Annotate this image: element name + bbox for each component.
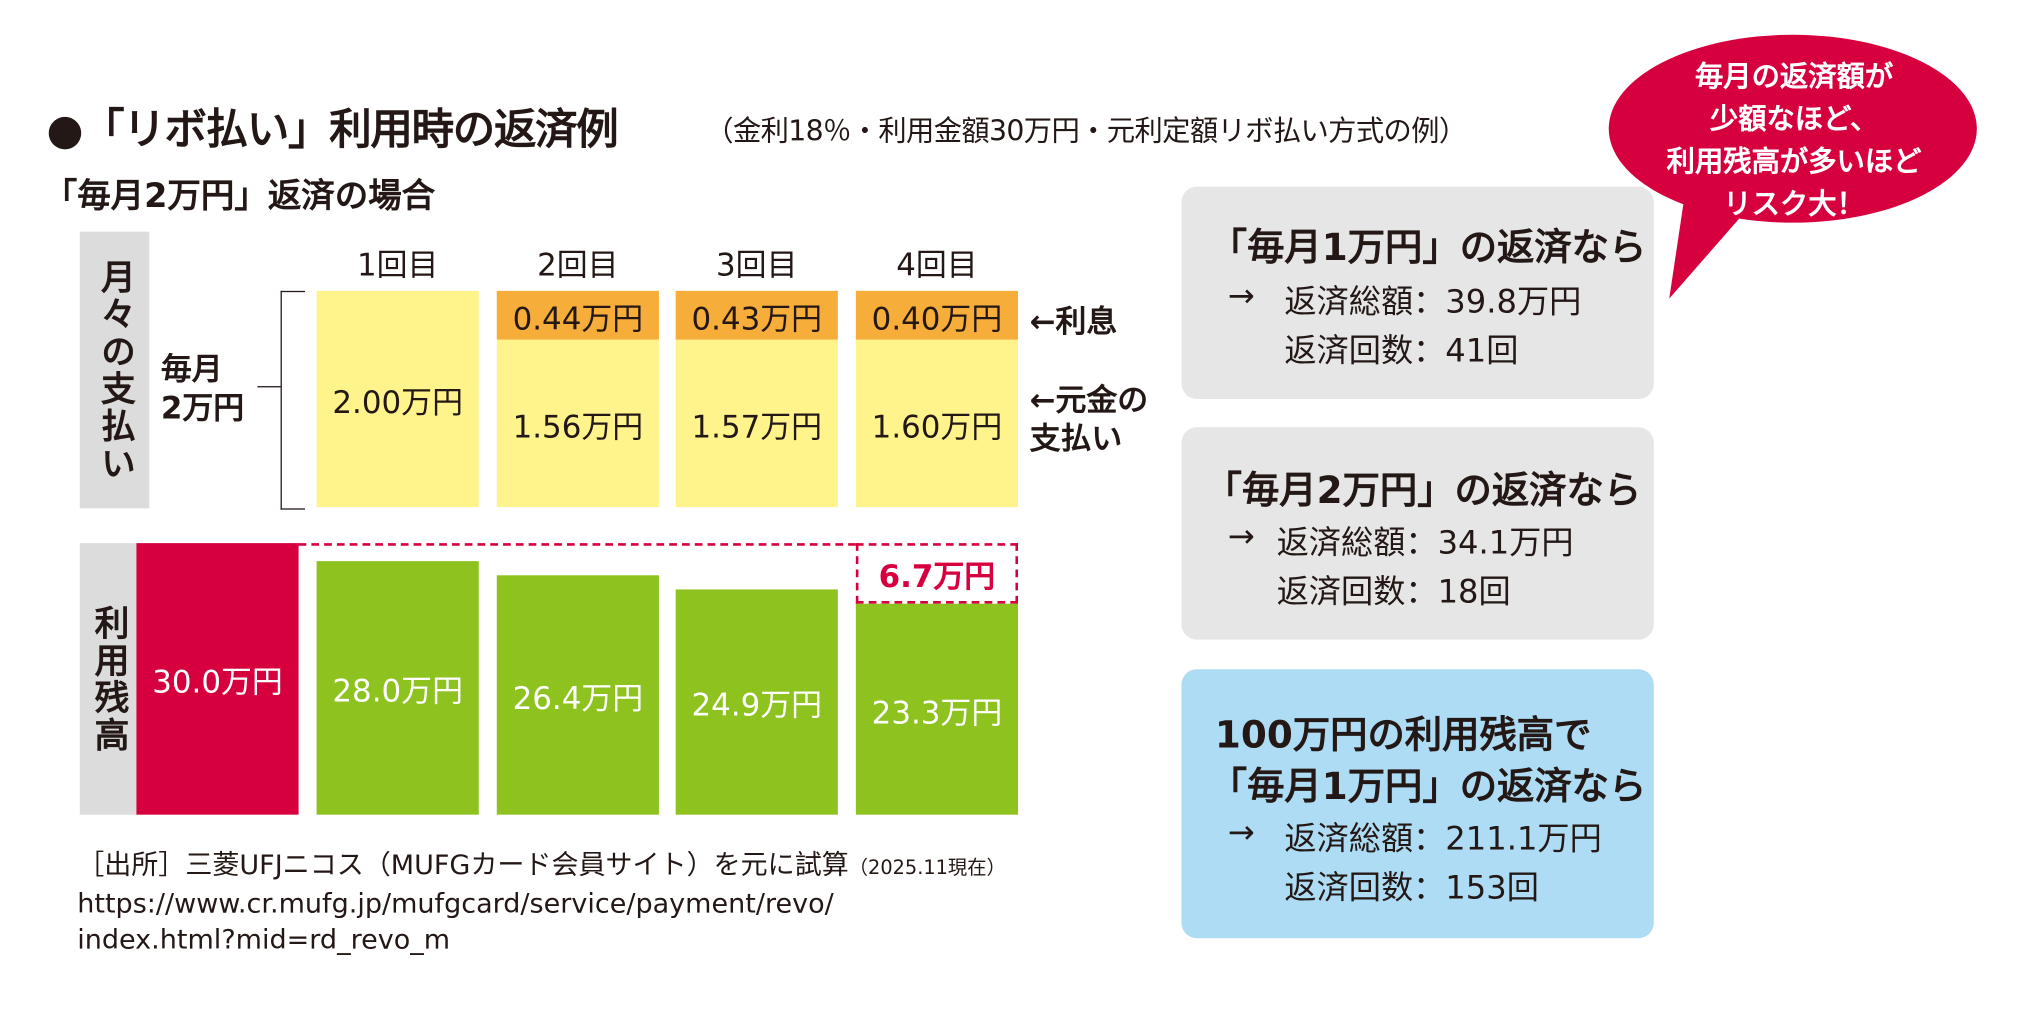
scenario-total: 返済総額：39.8万円 bbox=[1284, 283, 1582, 321]
reference-line bbox=[298, 543, 856, 546]
balance-bar: 24.9万円 bbox=[675, 589, 838, 815]
source-text: ［出所］三菱UFJニコス（MUFGカード会員サイト）を元に試算 bbox=[77, 849, 849, 881]
principal-bar: 1.57万円 bbox=[675, 339, 838, 508]
column-header: 2回目 bbox=[537, 247, 619, 284]
case-heading: 「毎月2万円」返済の場合 bbox=[43, 177, 436, 217]
payment-section-label: 月々の支払い bbox=[79, 231, 150, 509]
scenario-count: 返済回数：41回 bbox=[1284, 332, 1519, 370]
reduction-label: 6.7万円 bbox=[855, 543, 1019, 604]
monthly-payment-label: 毎月 2万円 bbox=[160, 351, 245, 426]
scenario-heading: 「毎月2万円」の返済なら bbox=[1204, 468, 1642, 513]
principal-bar: 1.60万円 bbox=[855, 339, 1019, 508]
bracket bbox=[280, 290, 306, 510]
scenario-total: 返済総額：211.1万円 bbox=[1284, 819, 1602, 858]
principal-bar: 2.00万円 bbox=[316, 290, 479, 508]
bubble-line: リスク大！ bbox=[1723, 189, 1865, 222]
interest-bar: 0.44万円 bbox=[496, 290, 659, 340]
arrow-icon: → bbox=[1227, 517, 1255, 555]
page-title: ●「リボ払い」利用時の返済例 bbox=[46, 104, 618, 155]
scenario-box-2: 「毎月2万円」の返済なら → 返済総額：34.1万円 返済回数：18回 bbox=[1181, 427, 1654, 640]
balance-bar: 23.3万円 bbox=[855, 603, 1019, 815]
arrow-icon: → bbox=[1227, 813, 1255, 851]
bubble-line: 利用残高が多いほど bbox=[1666, 146, 1922, 179]
interest-annotation: ←利息 bbox=[1029, 303, 1118, 340]
balance-bar: 26.4万円 bbox=[496, 575, 659, 815]
bubble-line: 毎月の返済額が bbox=[1694, 61, 1894, 94]
column-header: 4回目 bbox=[896, 247, 978, 284]
speech-bubble: 毎月の返済額が 少額なほど、 利用残高が多いほど リスク大！ bbox=[1611, 57, 1977, 227]
source-url-1: https://www.cr.mufg.jp/mufgcard/service/… bbox=[77, 888, 834, 919]
scenario-box-3: 100万円の利用残高で 「毎月1万円」の返済なら → 返済総額：211.1万円 … bbox=[1181, 669, 1654, 939]
balance-bar: 28.0万円 bbox=[316, 561, 479, 815]
source-line: ［出所］三菱UFJニコス（MUFGカード会員サイト）を元に試算（2025.11現… bbox=[77, 844, 1006, 883]
scenario-count: 返済回数：153回 bbox=[1284, 868, 1539, 907]
scenario-box-1: 「毎月1万円」の返済なら → 返済総額：39.8万円 返済回数：41回 bbox=[1181, 186, 1654, 399]
interest-bar: 0.40万円 bbox=[855, 290, 1019, 340]
interest-bar: 0.43万円 bbox=[675, 290, 838, 340]
conditions-subtitle: （金利18％・利用金額30万円・元利定額リボ払い方式の例） bbox=[705, 115, 1467, 149]
initial-balance-bar: 30.0万円 bbox=[136, 543, 299, 815]
scenario-heading: 「毎月1万円」の返済なら bbox=[1209, 225, 1647, 269]
source-date: （2025.11現在） bbox=[848, 855, 1006, 880]
source-url-2: index.html?mid=rd_revo_m bbox=[77, 924, 451, 955]
principal-annotation: ←元金の 支払い bbox=[1029, 382, 1149, 457]
arrow-icon: → bbox=[1227, 276, 1255, 315]
scenario-count: 返済回数：18回 bbox=[1276, 572, 1511, 611]
principal-bar: 1.56万円 bbox=[496, 339, 659, 508]
scenario-total: 返済総額：34.1万円 bbox=[1276, 523, 1574, 562]
column-header: 1回目 bbox=[356, 247, 439, 284]
speech-bubble-shape bbox=[1608, 34, 1977, 299]
bracket-connector bbox=[257, 386, 281, 388]
bubble-line: 少額なほど、 bbox=[1709, 104, 1879, 137]
balance-section-label: 利用残高 bbox=[79, 543, 137, 815]
scenario-heading-2: 「毎月1万円」の返済なら bbox=[1209, 764, 1647, 809]
scenario-heading: 100万円の利用残高で bbox=[1214, 712, 1592, 757]
column-header: 3回目 bbox=[716, 247, 798, 284]
